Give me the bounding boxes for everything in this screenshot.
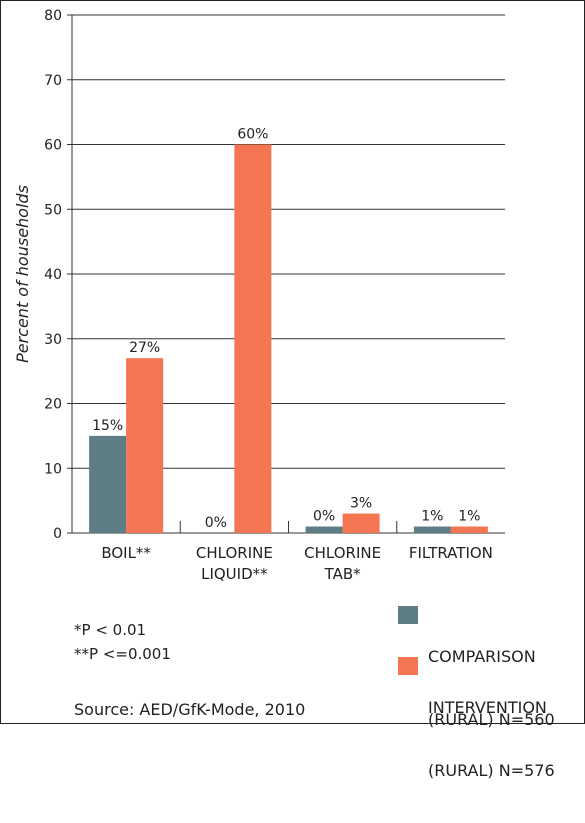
bar-comparison [305,526,343,533]
significance-note-1: *P < 0.01 [74,621,147,639]
source-note: Source: AED/GfK-Mode, 2010 [74,700,306,719]
legend-label-comparison-line1: COMPARISON [428,647,536,666]
category-label: BOIL** [101,544,151,562]
bar-intervention [126,358,164,533]
y-tick-label: 40 [44,267,62,283]
data-label: 27% [129,340,160,356]
legend-label-intervention-line1: INTERVENTION [428,698,547,717]
data-label: 60% [237,127,268,143]
y-tick-label: 80 [44,8,62,24]
data-label: 3% [350,496,372,512]
category-label: LIQUID** [201,565,268,583]
data-label: 0% [313,509,335,525]
y-tick-label: 60 [44,138,62,154]
data-label: 1% [458,509,480,525]
data-label: 1% [421,509,443,525]
y-tick-label: 30 [44,332,62,348]
y-tick-label: 70 [44,73,62,89]
data-label: 0% [205,515,227,531]
bar-comparison [413,526,451,533]
legend-label-intervention-line2: (RURAL) N=576 [428,761,555,780]
legend-swatch-comparison [398,606,418,624]
significance-note-2: **P <=0.001 [74,645,171,663]
category-label: CHLORINE [196,544,273,562]
bar-chart: 0 10 20 30 40 50 60 70 80 Percent of households 15… [13,8,505,583]
data-label: 15% [92,418,123,434]
bar-intervention [234,144,272,533]
bar-intervention [342,513,380,533]
y-tick-label: 0 [53,526,62,542]
bar-comparison [89,435,127,533]
category-label: TAB* [324,565,362,583]
legend-swatch-intervention [398,657,418,675]
bar-intervention [450,526,488,533]
y-tick-label: 10 [44,461,62,477]
category-label: CHLORINE [304,544,381,562]
y-axis-label: Percent of households [13,185,32,363]
y-tick-label: 50 [44,202,62,218]
y-tick-label: 20 [44,397,62,413]
category-label: FILTRATION [409,544,493,562]
legend-item-intervention: INTERVENTION (RURAL) N=576 [398,655,555,823]
